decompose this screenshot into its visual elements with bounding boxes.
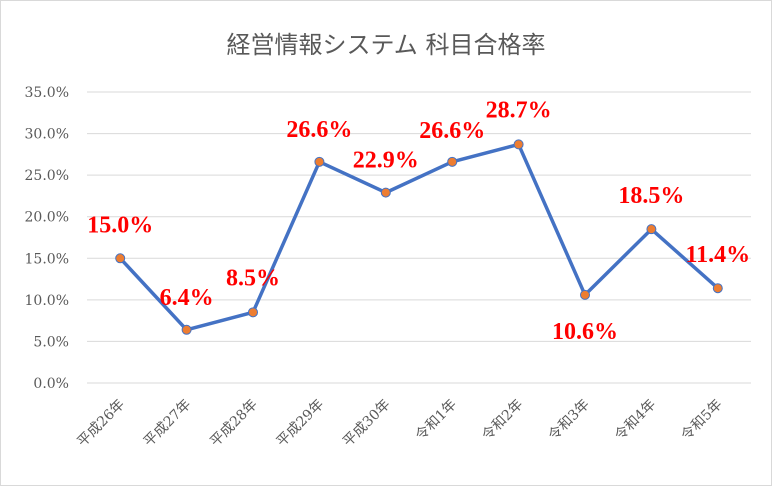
data-label: 6.4% <box>160 285 214 311</box>
data-label: 26.6% <box>419 118 485 144</box>
data-point <box>248 307 258 318</box>
x-tick-label: 令和3年 <box>546 397 593 444</box>
data-label: 10.6% <box>552 319 618 345</box>
x-tick-label: 平成27年 <box>141 397 195 451</box>
y-tick-label: 20.0% <box>25 210 69 226</box>
data-labels: 15.0%6.4%8.5%26.6%22.9%26.6%28.7%10.6%18… <box>87 97 750 344</box>
data-label: 26.6% <box>286 117 352 143</box>
x-tick-label: 平成29年 <box>274 397 328 451</box>
y-tick-label: 10.0% <box>25 293 69 309</box>
y-tick-label: 35.0% <box>25 85 69 101</box>
chart-title: 経営情報システム 科目合格率 <box>227 31 546 59</box>
gridlines <box>87 91 751 384</box>
x-tick-label: 令和5年 <box>678 397 725 444</box>
y-tick-label: 30.0% <box>25 127 69 143</box>
y-tick-label: 5.0% <box>33 334 69 350</box>
data-label: 11.4% <box>685 242 750 268</box>
data-point <box>580 289 590 300</box>
data-label: 18.5% <box>618 183 684 209</box>
data-point <box>181 324 192 335</box>
data-label: 22.9% <box>353 148 419 174</box>
x-tick-label: 平成28年 <box>207 397 261 451</box>
data-point <box>712 283 723 294</box>
data-point <box>314 156 325 167</box>
data-point <box>115 253 126 264</box>
x-tick-label: 令和4年 <box>612 397 659 444</box>
y-tick-label: 25.0% <box>25 168 69 184</box>
x-tick-label: 令和1年 <box>413 397 460 444</box>
y-tick-label: 0.0% <box>33 376 69 392</box>
x-tick-label: 平成30年 <box>340 397 394 451</box>
y-tick-label: 15.0% <box>25 251 69 267</box>
data-markers <box>115 139 723 335</box>
y-axis-ticks: 0.0% 5.0% 10.0% 15.0% 20.0% 25.0% 30.0% 35.0% <box>25 85 69 392</box>
data-point <box>380 187 391 198</box>
data-point <box>447 156 458 167</box>
data-label: 8.5% <box>226 265 280 291</box>
data-point <box>646 224 657 235</box>
x-tick-label: 平成26年 <box>74 397 128 451</box>
data-label: 15.0% <box>87 212 153 238</box>
data-point <box>513 139 524 150</box>
x-tick-label: 令和2年 <box>479 397 526 444</box>
x-axis-ticks: 平成26年 平成27年 平成28年 平成29年 平成30年 令和1年 令和2年 令和3年 令和4… <box>74 397 725 451</box>
data-label: 28.7% <box>486 97 552 123</box>
series-line <box>118 142 719 332</box>
